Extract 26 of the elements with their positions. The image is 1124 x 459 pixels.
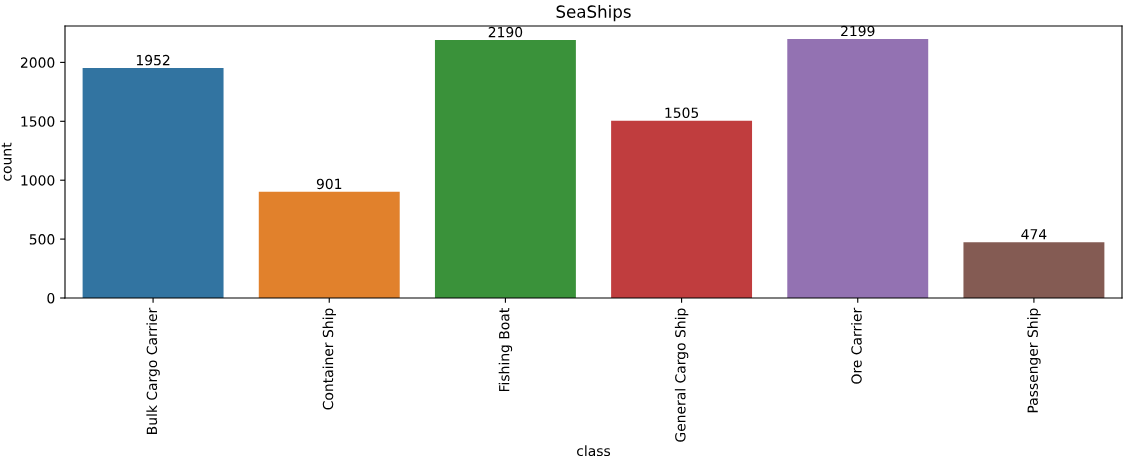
bar bbox=[434, 40, 576, 298]
data-label: 2190 bbox=[488, 26, 523, 38]
x-tick-label: Bulk Cargo Carrier bbox=[146, 307, 160, 434]
x-tick-label: Fishing Boat bbox=[498, 308, 513, 392]
bar bbox=[611, 120, 753, 298]
bar bbox=[258, 191, 400, 298]
x-tick-label: General Cargo Ship bbox=[674, 308, 689, 442]
chart-title: SeaShips bbox=[556, 5, 631, 22]
data-label: 2199 bbox=[841, 25, 875, 37]
y-tick-label: 1500 bbox=[21, 116, 55, 127]
x-tick-label: Container Ship bbox=[322, 308, 336, 410]
x-tick-label: Passenger Ship bbox=[1027, 308, 1041, 413]
bar bbox=[963, 242, 1105, 298]
data-label: 474 bbox=[1021, 229, 1047, 240]
data-label: 1952 bbox=[136, 54, 170, 66]
x-axis-title: class bbox=[577, 445, 611, 457]
y-tick-label: 2000 bbox=[20, 57, 55, 68]
y-axis-title: count bbox=[1, 142, 12, 181]
y-tick-label: 500 bbox=[29, 234, 55, 245]
x-tick-label: Ore Carrier bbox=[851, 307, 862, 384]
bar bbox=[82, 68, 224, 298]
data-label: 901 bbox=[316, 178, 342, 190]
y-tick-label: 0 bbox=[47, 292, 55, 304]
bar bbox=[787, 38, 929, 298]
y-tick-label: 1000 bbox=[21, 175, 55, 186]
data-label: 1505 bbox=[665, 107, 699, 119]
